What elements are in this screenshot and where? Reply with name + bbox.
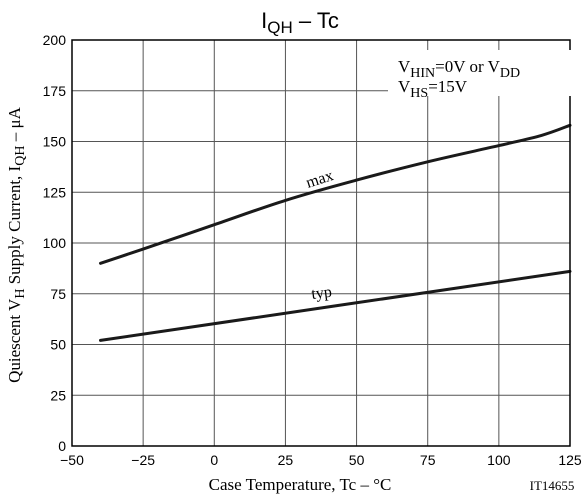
x-tick-label: 50 bbox=[349, 452, 365, 468]
conditions-line-1: VHIN=0V or VDD bbox=[398, 57, 520, 81]
conditions-line-2: VHS=15V bbox=[398, 77, 468, 101]
grid bbox=[72, 40, 570, 446]
x-tick-label: −25 bbox=[131, 452, 155, 468]
y-tick-label: 175 bbox=[43, 83, 67, 99]
series-label-typ: typ bbox=[310, 284, 332, 303]
y-tick-label: 125 bbox=[43, 184, 67, 200]
x-tick-label: 0 bbox=[210, 452, 218, 468]
series-line-max bbox=[99, 123, 572, 265]
series-lines bbox=[99, 123, 572, 342]
chart-title: IQH – Tc bbox=[261, 8, 339, 37]
x-axis-label: Case Temperature, Tc – °C bbox=[209, 475, 392, 494]
x-tick-label: −50 bbox=[60, 452, 84, 468]
figure-id: IT14655 bbox=[530, 478, 575, 493]
y-tick-label: 200 bbox=[43, 32, 67, 48]
series-line-typ bbox=[99, 269, 572, 342]
y-tick-label: 100 bbox=[43, 235, 67, 251]
conditions-box bbox=[388, 50, 572, 96]
plot-frame bbox=[71, 39, 571, 447]
x-tick-label: 25 bbox=[278, 452, 294, 468]
y-tick-label: 75 bbox=[50, 286, 66, 302]
tick-labels: −50 −25 0 25 50 75 100 125 0 25 50 75 100 125 150 175 20… bbox=[43, 32, 582, 468]
x-tick-label: 125 bbox=[558, 452, 582, 468]
y-tick-label: 150 bbox=[43, 134, 67, 150]
y-tick-label: 50 bbox=[50, 337, 66, 353]
y-axis-label: Quiescent VH Supply Current, IQH – μA bbox=[5, 106, 28, 382]
y-tick-label: 0 bbox=[58, 438, 66, 454]
x-tick-label: 100 bbox=[487, 452, 511, 468]
y-tick-label: 25 bbox=[50, 387, 66, 403]
x-tick-label: 75 bbox=[420, 452, 436, 468]
